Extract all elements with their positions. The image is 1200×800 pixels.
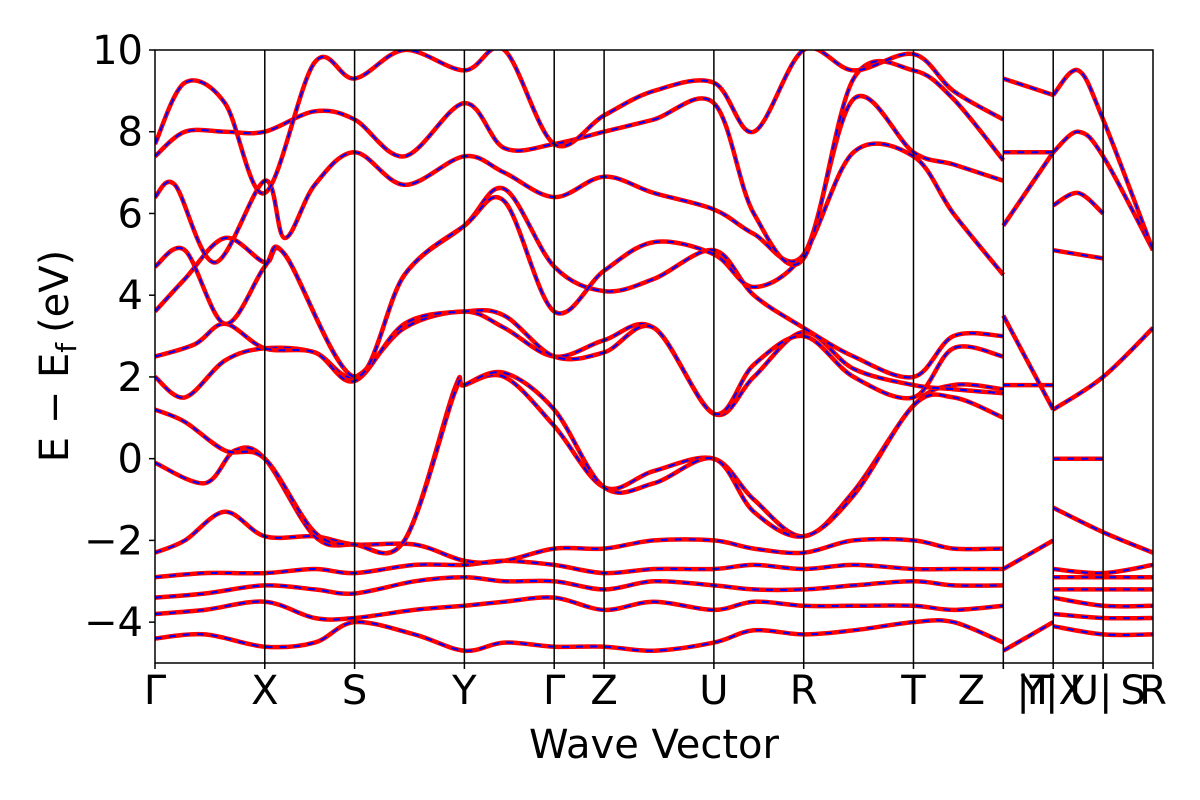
x-tick-label-7: U <box>699 668 728 714</box>
band-overlay-line-14 <box>155 50 1004 195</box>
band-line-25 <box>1052 190 1105 216</box>
band-overlay-line-27 <box>1052 69 1153 251</box>
band-overlay-line-1 <box>155 619 1004 652</box>
band-overlay-line-26 <box>1052 130 1153 251</box>
band-line-5 <box>155 509 1004 565</box>
x-tick-label-11: |T <box>1016 668 1054 714</box>
x-tick-label-4: Y <box>451 668 477 714</box>
x-tick-label-3: S <box>342 668 367 714</box>
bands-layer <box>155 50 1153 654</box>
x-axis-label: Wave Vector <box>529 722 780 768</box>
band-overlay-line-24 <box>1053 249 1104 260</box>
band-overlay-line-4 <box>155 559 1004 579</box>
x-tick-label-14: S <box>1120 668 1145 714</box>
y-tick-label-6: 0 <box>118 437 143 483</box>
band-overlay-line-2 <box>155 596 1004 621</box>
y-axis-label-main: E − E <box>32 353 78 463</box>
x-tick-label-2: X <box>251 668 278 714</box>
band-overlay-line-7 <box>155 371 1004 554</box>
x-tick-label-13: U| <box>1070 668 1113 714</box>
band-line-2 <box>155 595 1004 622</box>
y-axis-label: E − Ef (eV) <box>32 250 83 463</box>
band-overlay-line-17 <box>1053 596 1153 608</box>
x-tick-label-1: Γ <box>144 668 167 714</box>
y-tick-label-1: 10 <box>92 28 143 74</box>
high-symmetry-lines <box>264 50 1104 663</box>
x-tick-label-6: Z <box>590 668 617 714</box>
band-overlay-line-31 <box>1002 315 1055 411</box>
x-tick-label-12: Y|X <box>1020 668 1086 714</box>
band-line-3 <box>155 574 1004 600</box>
band-overlay-line-25 <box>1052 191 1104 215</box>
band-overlay-line-32 <box>1002 151 1055 227</box>
y-tick-label-5: 2 <box>118 355 143 401</box>
x-tick-label-5: Γ <box>543 668 566 714</box>
y-tick-label-2: 8 <box>118 110 143 156</box>
y-tick-label-8: −4 <box>84 600 143 646</box>
band-line-11 <box>155 141 1006 380</box>
plot-frame <box>154 49 1154 664</box>
x-tick-label-9: T <box>900 668 926 714</box>
band-overlay-line-3 <box>155 576 1004 599</box>
x-tick-label-10: Z <box>958 668 985 714</box>
band-overlay-line-9 <box>155 309 1004 416</box>
band-overlay-line-16 <box>1053 613 1153 620</box>
band-overlay-line-11 <box>155 142 1005 378</box>
band-overlay-line-15 <box>1053 625 1153 637</box>
y-axis-label-unit: (eV) <box>32 250 78 333</box>
band-overlay-line-20 <box>1053 563 1153 575</box>
y-tick-label-7: −2 <box>84 518 143 564</box>
y-tick-label-3: 6 <box>118 191 143 237</box>
band-overlay-line-29 <box>1002 539 1054 570</box>
x-tick-label-15: R <box>1139 668 1167 714</box>
y-axis-label-subscript: f <box>50 342 83 353</box>
x-tick-label-8: R <box>790 668 818 714</box>
band-line-12 <box>155 93 1005 265</box>
band-overlay-line-28 <box>1002 621 1054 652</box>
band-overlay-line-34 <box>1002 77 1054 96</box>
band-line-9 <box>155 307 1004 417</box>
y-axis-ticks: 10 8 6 4 2 0 −2 −4 <box>84 28 155 646</box>
band-overlay-line-13 <box>155 60 1005 266</box>
x-axis-ticks: Γ X S Y Γ Z U R T Z |TY|XU| SR <box>144 663 1167 714</box>
band-line-14 <box>155 50 1005 196</box>
y-tick-label-4: 4 <box>118 273 143 319</box>
band-overlay-line-8 <box>155 310 1004 417</box>
band-line-8 <box>155 309 1004 418</box>
